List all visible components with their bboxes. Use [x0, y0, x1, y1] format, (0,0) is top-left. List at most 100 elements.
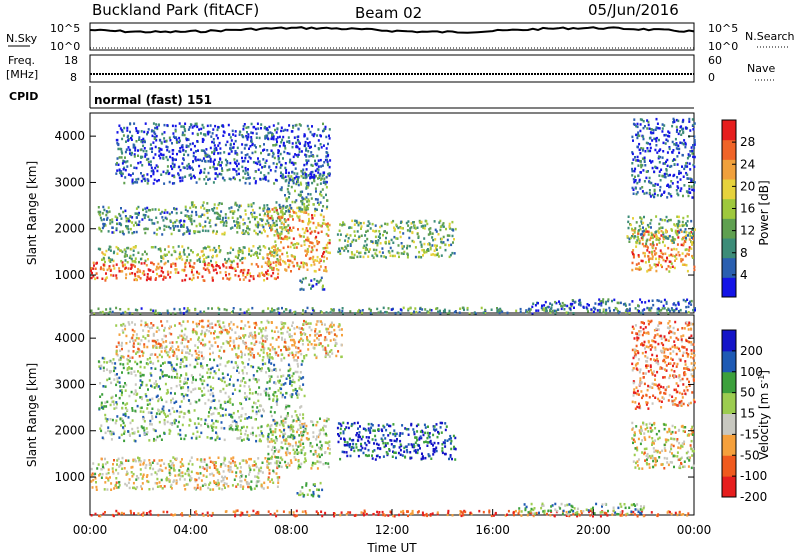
power-cell: [578, 303, 580, 306]
power-cell: [371, 240, 374, 243]
power-cell: [649, 267, 652, 270]
power-cell: [635, 192, 638, 196]
velocity-cell: [239, 476, 241, 479]
velocity-cell: [179, 361, 182, 365]
power-cell: [209, 124, 212, 127]
power-cell: [500, 309, 503, 312]
velocity-cell: [197, 472, 199, 475]
velocity-cell: [298, 385, 301, 388]
power-cell: [672, 174, 675, 178]
power-cell: [127, 227, 130, 231]
velocity-cell: [318, 455, 321, 459]
power-cell: [677, 147, 680, 151]
power-cell: [291, 215, 294, 218]
power-cell: [555, 309, 558, 313]
power-cell: [395, 223, 398, 227]
velocity-cell: [268, 457, 271, 461]
power-cell: [311, 307, 314, 310]
power-cell: [650, 306, 653, 310]
power-cell: [121, 137, 124, 141]
power-cell: [671, 236, 674, 239]
velocity-cell: [242, 438, 245, 441]
power-cell: [242, 268, 245, 272]
power-cell: [205, 175, 208, 178]
power-cell: [182, 148, 185, 152]
power-cell: [194, 230, 197, 233]
power-cell: [247, 308, 250, 311]
velocity-cell: [181, 462, 184, 466]
power-cell: [249, 275, 252, 278]
power-cell: [298, 147, 301, 151]
power-cell: [309, 130, 312, 134]
power-cell: [208, 131, 211, 134]
power-cell: [104, 279, 107, 282]
power-cell: [170, 265, 173, 268]
power-cell: [272, 151, 275, 155]
velocity-cell: [150, 473, 153, 476]
power-cell: [156, 165, 159, 169]
power-cell: [152, 129, 155, 133]
velocity-cell: [247, 438, 250, 441]
power-cell: [437, 233, 440, 236]
power-cell: [171, 124, 174, 128]
power-cell: [280, 226, 283, 229]
power-cell: [271, 155, 274, 158]
velocity-cell: [272, 439, 275, 442]
power-cell: [97, 247, 100, 251]
power-cell: [164, 261, 167, 265]
power-cell: [139, 148, 142, 152]
velocity-cell: [206, 371, 209, 374]
velocity-cell: [318, 433, 321, 437]
velocity-cell: [239, 485, 242, 488]
power-cell: [127, 231, 130, 234]
velocity-cell: [206, 436, 209, 439]
velocity-cell: [100, 364, 103, 368]
power-cell: [242, 232, 245, 235]
power-cell: [459, 307, 462, 310]
power-cell: [306, 236, 309, 239]
power-cell: [342, 221, 344, 224]
power-cell: [277, 234, 280, 238]
power-cell: [657, 299, 660, 303]
power-cell: [116, 131, 119, 134]
power-cell: [641, 157, 644, 160]
power-cell: [314, 209, 317, 213]
power-cell: [298, 206, 301, 210]
velocity-cell: [115, 477, 118, 480]
power-cell: [96, 261, 98, 265]
power-cell: [639, 187, 642, 190]
velocity-cell: [236, 425, 239, 428]
power-cell: [387, 307, 390, 310]
power-cell: [448, 234, 451, 237]
power-cell: [294, 200, 297, 204]
power-cell: [687, 153, 690, 156]
power-cell: [283, 260, 286, 264]
power-cell: [246, 273, 249, 276]
velocity-cell: [295, 419, 298, 423]
power-cell: [298, 141, 301, 145]
power-cell: [279, 218, 282, 222]
power-cell: [218, 141, 221, 145]
velocity-cell: [175, 482, 178, 485]
velocity-cell: [141, 373, 144, 377]
velocity-cell: [122, 385, 125, 388]
power-cell: [636, 134, 639, 137]
power-cell: [646, 147, 649, 150]
velocity-cell: [270, 375, 273, 378]
power-cell: [301, 171, 304, 174]
velocity-cell: [165, 478, 168, 482]
power-cell: [397, 226, 400, 230]
power-cell: [643, 308, 646, 311]
power-cell: [241, 143, 244, 146]
velocity-cell: [101, 463, 104, 466]
power-cell: [207, 171, 210, 175]
velocity-cell: [271, 433, 274, 436]
power-cell: [399, 235, 402, 239]
power-cell: [183, 128, 186, 131]
power-cell: [681, 220, 684, 224]
power-cell: [658, 309, 661, 313]
velocity-cell: [209, 473, 212, 476]
power-cell: [272, 309, 275, 312]
power-cell: [302, 277, 305, 281]
power-cell: [166, 124, 169, 127]
